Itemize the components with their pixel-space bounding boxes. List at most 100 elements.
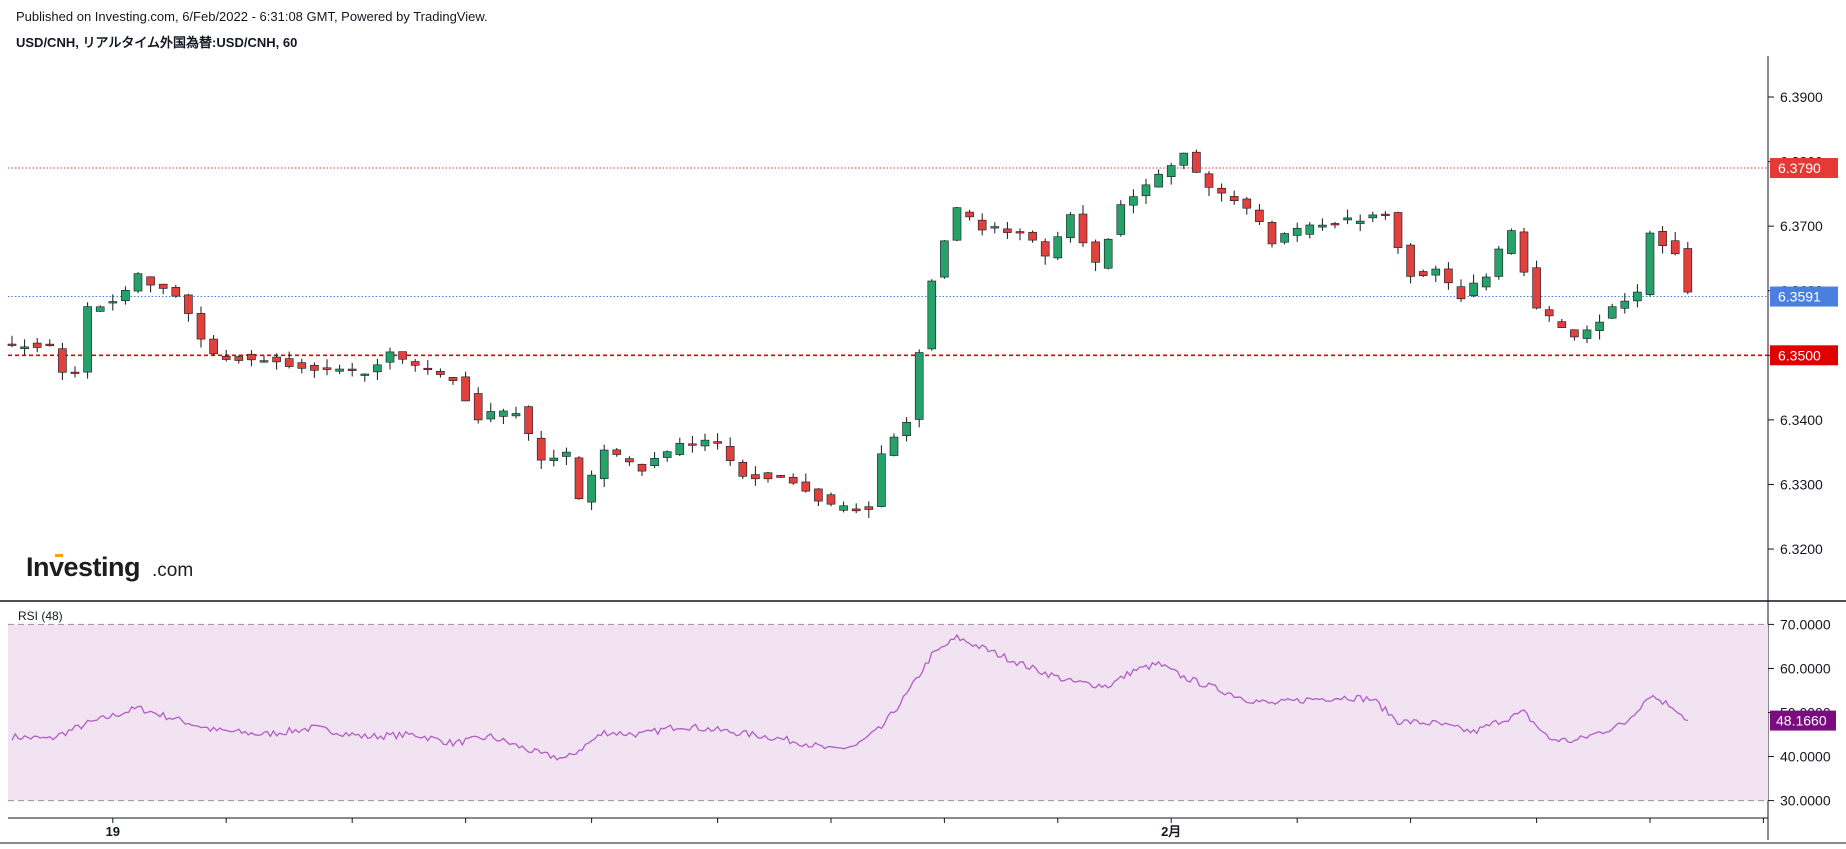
candle-up bbox=[562, 451, 571, 457]
candle-down bbox=[1003, 228, 1012, 233]
candle-up bbox=[599, 449, 609, 479]
candle-up bbox=[1166, 165, 1176, 178]
candle-up bbox=[952, 207, 962, 241]
candle-up bbox=[1595, 321, 1604, 331]
candle-down bbox=[977, 219, 987, 231]
candle-down bbox=[801, 481, 811, 492]
candle-down bbox=[423, 367, 433, 371]
logo-accent bbox=[55, 554, 63, 557]
candle-down bbox=[1242, 198, 1252, 209]
candle-up bbox=[675, 443, 685, 455]
rsi-last-label: 48.1660 bbox=[1776, 713, 1827, 729]
candle-up bbox=[549, 457, 559, 461]
candle-down bbox=[1658, 231, 1667, 246]
candle-down bbox=[1456, 286, 1466, 300]
candle-down bbox=[851, 508, 861, 512]
candle-up bbox=[1053, 236, 1063, 259]
rsi-title: RSI (48) bbox=[18, 609, 63, 623]
candle-down bbox=[713, 441, 722, 444]
rsi-line bbox=[11, 633, 1688, 761]
candle-up bbox=[650, 457, 659, 466]
symbol-title: USD/CNH, リアルタイム外国為替:USD/CNH, 60 bbox=[16, 35, 298, 50]
candle-up bbox=[95, 306, 105, 312]
candle-down bbox=[297, 362, 307, 369]
candle-up bbox=[902, 421, 911, 437]
candle-down bbox=[738, 461, 748, 477]
candle-down bbox=[461, 376, 470, 402]
candle-down bbox=[1267, 221, 1277, 245]
candle-down bbox=[272, 356, 281, 363]
candle-up bbox=[511, 413, 521, 417]
candle-up bbox=[385, 351, 395, 363]
last-price-price-label: 6.3591 bbox=[1778, 289, 1821, 305]
candle-up bbox=[889, 436, 899, 456]
candle-up bbox=[1607, 306, 1617, 319]
candle-down bbox=[70, 371, 80, 374]
candle-down bbox=[788, 476, 798, 484]
candle-down bbox=[536, 437, 546, 461]
candle-down bbox=[524, 406, 533, 434]
candle-up bbox=[1116, 204, 1126, 235]
candle-up bbox=[360, 373, 370, 376]
time-label: 2月 bbox=[1161, 824, 1181, 839]
candle-down bbox=[1557, 321, 1567, 328]
candle-down bbox=[436, 371, 445, 375]
candle-down bbox=[7, 343, 17, 346]
candle-up bbox=[1066, 214, 1075, 239]
rsi-last-badge bbox=[1770, 710, 1836, 731]
candle-down bbox=[1255, 209, 1264, 222]
candle-down bbox=[814, 488, 823, 502]
candle-up bbox=[1507, 230, 1516, 254]
candle-down bbox=[1192, 151, 1201, 173]
candle-down bbox=[473, 393, 483, 421]
candle-up bbox=[1179, 152, 1189, 166]
price-tick-label: 6.3300 bbox=[1780, 476, 1823, 492]
candle-down bbox=[1381, 213, 1390, 216]
candle-down bbox=[1393, 212, 1403, 248]
candle-up bbox=[877, 453, 886, 507]
candle-up bbox=[1305, 224, 1315, 235]
candle-down bbox=[158, 283, 168, 289]
support-price-badge bbox=[1770, 345, 1838, 366]
candle-down bbox=[826, 494, 836, 505]
candle-down bbox=[58, 348, 67, 373]
candle-down bbox=[1040, 241, 1050, 257]
rsi-tick-label: 30.0000 bbox=[1780, 793, 1831, 809]
candle-down bbox=[1204, 173, 1214, 188]
support-price-label: 6.3500 bbox=[1778, 347, 1821, 363]
candle-down bbox=[1078, 213, 1088, 244]
time-label: 19 bbox=[106, 824, 120, 839]
candle-down bbox=[1091, 241, 1100, 263]
candle-up bbox=[83, 306, 92, 373]
price-tick-label: 6.3400 bbox=[1780, 412, 1823, 428]
candle-up bbox=[1141, 184, 1151, 197]
candle-down bbox=[171, 286, 181, 297]
rsi-tick-label: 40.0000 bbox=[1780, 749, 1831, 765]
candle-up bbox=[1620, 300, 1630, 309]
candle-down bbox=[1406, 244, 1415, 277]
candle-down bbox=[1229, 196, 1239, 201]
candle-up bbox=[1469, 282, 1478, 297]
candle-down bbox=[1217, 187, 1226, 194]
candle-up bbox=[1645, 232, 1655, 295]
candle-down bbox=[410, 361, 420, 366]
candle-down bbox=[1670, 240, 1680, 255]
candle-up bbox=[499, 410, 508, 417]
candle-up bbox=[108, 301, 118, 304]
candle-up bbox=[373, 364, 382, 373]
candle-down bbox=[209, 338, 218, 355]
candle-up bbox=[927, 280, 937, 350]
candle-up bbox=[990, 226, 1000, 229]
candle-down bbox=[1330, 223, 1340, 226]
candle-down bbox=[688, 443, 697, 446]
candle-up bbox=[1103, 238, 1113, 269]
candle-up bbox=[133, 273, 143, 292]
candle-down bbox=[1532, 267, 1541, 309]
candle-down bbox=[45, 343, 55, 346]
candle-down bbox=[1418, 271, 1428, 277]
candle-up bbox=[662, 451, 672, 458]
candle-up bbox=[1292, 227, 1302, 236]
candle-up bbox=[1343, 217, 1352, 221]
